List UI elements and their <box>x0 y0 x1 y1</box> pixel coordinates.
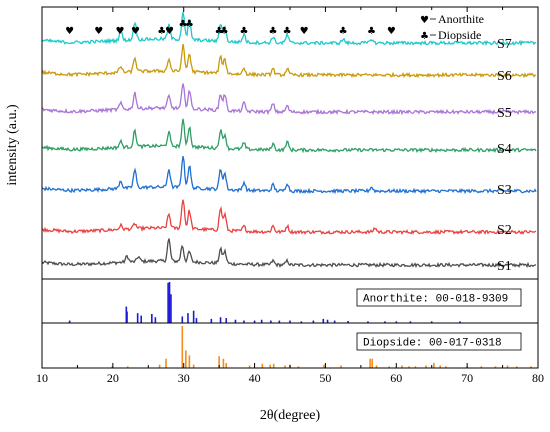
diopside-legend-label: Diopside <box>438 28 481 42</box>
series-label-s2: S2 <box>497 223 512 238</box>
diopside-marker: ♣ <box>339 26 348 37</box>
y-axis-label: intensity (a.u.) <box>5 104 20 186</box>
diopside-marker: ♣ <box>185 19 194 30</box>
xrd-curve-s1 <box>41 238 537 269</box>
series-label-s6: S6 <box>497 69 512 84</box>
anorthite-legend-label: Anorthite <box>438 12 484 26</box>
xrd-curve-s3 <box>41 155 537 195</box>
diopside-marker: ♣ <box>239 26 248 37</box>
series-label-s7: S7 <box>497 37 512 52</box>
diopside-marker: ♣ <box>283 26 292 37</box>
series-label-s4: S4 <box>497 142 512 157</box>
xrd-curve-s6 <box>41 43 537 79</box>
anorthite-marker: ♥ <box>387 26 396 37</box>
xrd-curves: S1 S2 S3 S4 S5 S6 S7 <box>41 11 537 274</box>
xrd-curve-s7 <box>41 11 537 47</box>
xrd-curve-s2 <box>41 199 537 235</box>
diopside-marker: ♣ <box>157 26 166 37</box>
reference-patterns: Anorthite: 00-018-9309 Diopside: 00-017-0… <box>68 282 532 368</box>
x-tick-label: 60 <box>390 371 402 385</box>
xrd-curve-s4 <box>41 118 537 154</box>
x-tick-label: 50 <box>319 371 331 385</box>
series-label-s3: S3 <box>497 183 512 198</box>
reference-label-box <box>356 288 522 307</box>
x-tick-label: 30 <box>178 371 190 385</box>
axes: 10 20 30 40 50 60 70 80 <box>36 6 544 385</box>
x-tick-label: 10 <box>36 371 48 385</box>
anorthite-marker: ♥ <box>115 26 124 37</box>
diopside-marker: ♣ <box>220 26 229 37</box>
xrd-curve-s5 <box>41 83 537 116</box>
x-tick-label: 70 <box>461 371 473 385</box>
series-label-s1: S1 <box>497 259 512 274</box>
anorthite-legend-symbol: ♥ <box>420 15 429 26</box>
x-axis-label: 2θ(degree) <box>260 408 321 423</box>
peak-markers: ♥ ♥ ♥ ♥ ♣♥♣♣♣♣ ♣ ♣ ♣ ♥ ♣ ♣ ♥ <box>65 19 396 37</box>
reference-label-box <box>356 332 522 351</box>
x-tick-label: 80 <box>532 371 544 385</box>
anorthite-marker: ♥ <box>165 26 174 37</box>
anorthite-marker: ♥ <box>94 26 103 37</box>
x-tick-label: 40 <box>249 371 261 385</box>
anorthite-marker: ♥ <box>300 26 309 37</box>
anorthite-marker: ♥ <box>65 26 74 37</box>
anorthite-marker: ♥ <box>131 26 140 37</box>
diopside-marker: ♣ <box>367 26 376 37</box>
reference-label: Anorthite: 00-018-9309 <box>363 294 508 306</box>
x-tick-label: 20 <box>107 371 119 385</box>
diopside-marker: ♣ <box>269 26 278 37</box>
series-label-s5: S5 <box>497 106 512 121</box>
diopside-marker: ♣ <box>179 19 188 30</box>
legend: ♥ Anorthite ♣ Diopside <box>420 12 484 42</box>
reference-label: Diopside: 00-017-0318 <box>363 338 502 350</box>
diopside-marker: ♣ <box>215 26 224 37</box>
diopside-legend-symbol: ♣ <box>420 31 429 42</box>
